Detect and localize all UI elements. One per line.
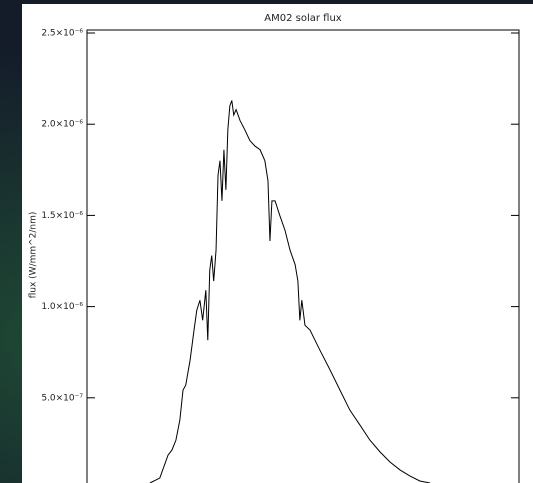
y-tick-label: 1.5×10⁻⁶ (41, 211, 83, 221)
y-tick-label: 2.0×10⁻⁶ (41, 120, 83, 130)
y-tick-label: 2.5×10⁻⁶ (41, 29, 83, 39)
y-tick-label: 5.0×10⁻⁷ (41, 393, 83, 403)
spectrum-line (149, 100, 431, 483)
y-axis-label: flux (W/mm^2/nm) (29, 212, 39, 299)
plot-panel (22, 4, 533, 483)
plot-frame (86, 29, 520, 483)
y-tick-label: 1.0×10⁻⁶ (41, 302, 83, 312)
chart-title: AM02 solar flux (264, 13, 342, 24)
